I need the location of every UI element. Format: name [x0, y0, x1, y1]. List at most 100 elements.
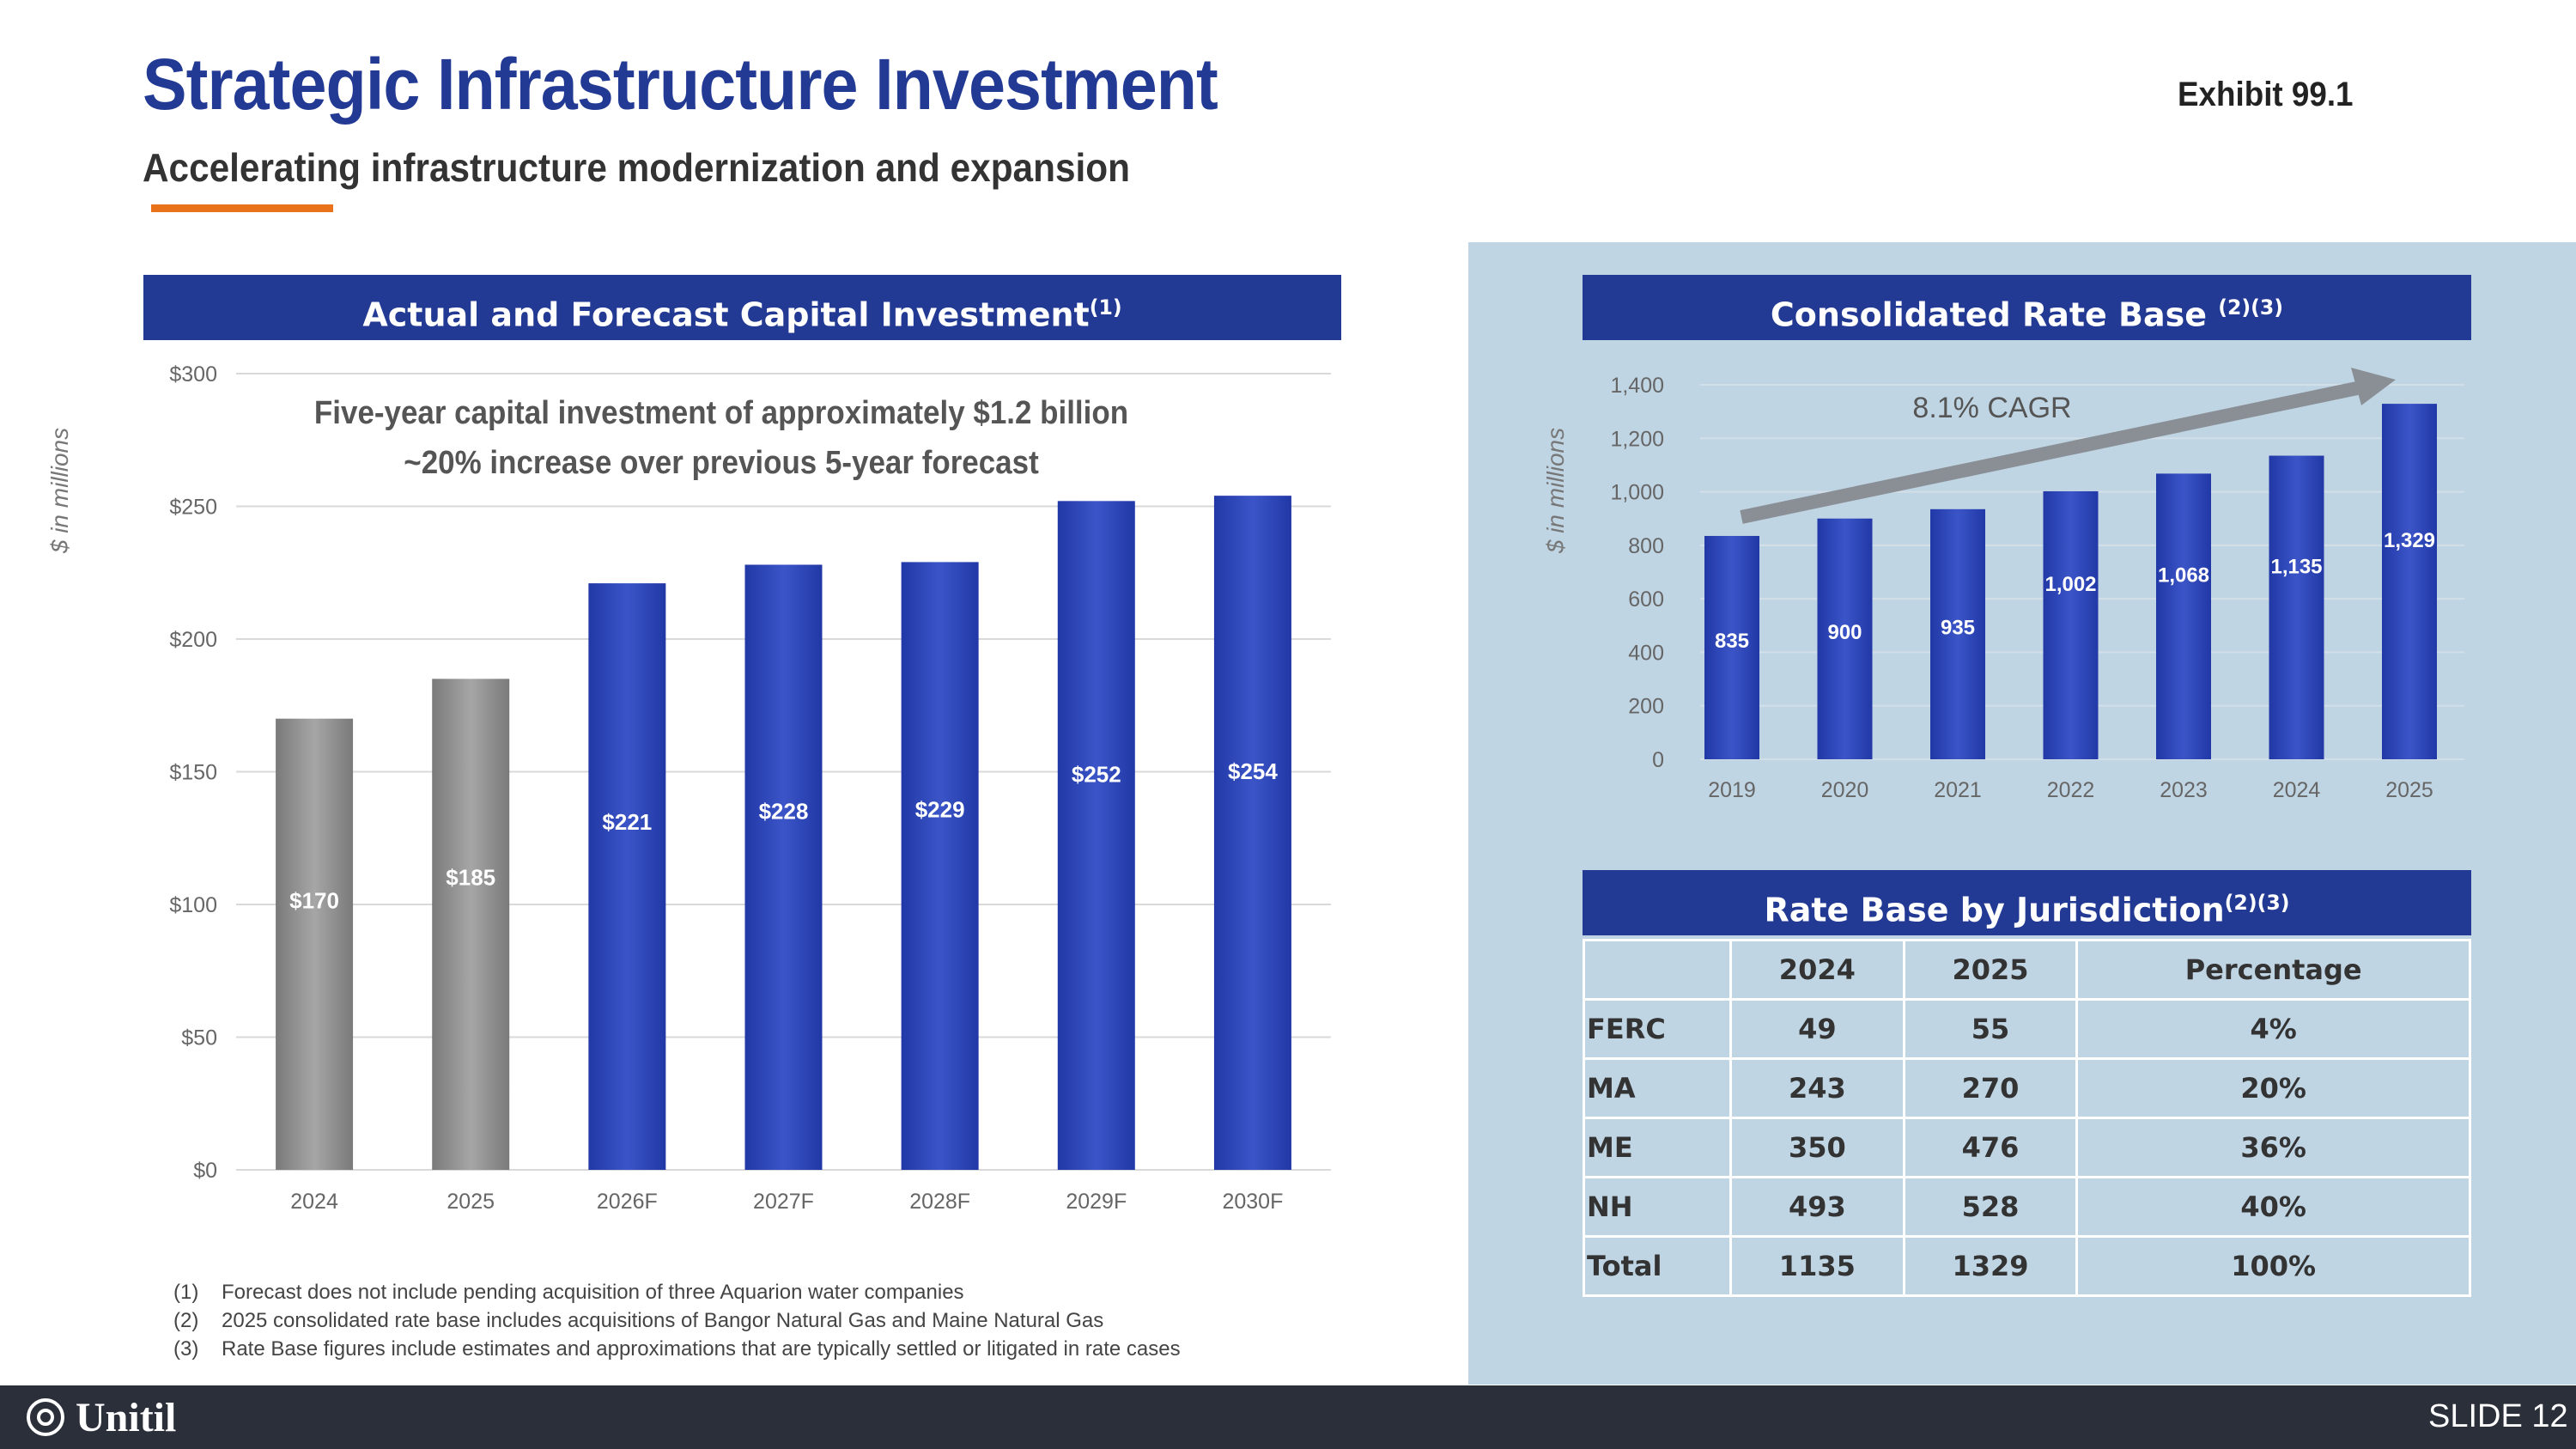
table-header-cell: 2024	[1729, 939, 1905, 1001]
y-tick-label: $50	[181, 1026, 217, 1050]
table-cell: 4%	[2075, 998, 2471, 1060]
y-tick-label: 1,400	[1610, 374, 1664, 398]
company-logo: Unitil	[24, 1391, 176, 1443]
table-cell: NH	[1583, 1176, 1732, 1238]
x-tick-label: 2029F	[1066, 1190, 1127, 1214]
y-tick-label: 0	[1652, 748, 1664, 772]
bar-data-label: $170	[289, 887, 339, 913]
y-tick-label: 1,200	[1610, 427, 1664, 451]
y-tick-label: 400	[1628, 641, 1664, 665]
table-header-cell: 2025	[1902, 939, 2079, 1001]
exhibit-label: Exhibit 99.1	[2178, 76, 2354, 113]
cagr-arrow	[1740, 368, 2396, 524]
bar-data-label: $252	[1072, 761, 1121, 787]
bar-2027F	[744, 564, 823, 1170]
table-cell: MA	[1583, 1057, 1732, 1119]
bar-2024	[2269, 455, 2324, 759]
y-tick-label: $150	[169, 761, 217, 785]
x-tick-label: 2027F	[753, 1190, 814, 1214]
capital-investment-banner: Actual and Forecast Capital Investment(1…	[143, 275, 1341, 340]
capital-investment-chart: $0 $50 $100 $150 $200 $250 $300 $170 2024 $185 202…	[169, 362, 1331, 1214]
bar-data-label: 835	[1715, 630, 1749, 653]
y-tick-label: $250	[169, 496, 217, 520]
x-tick-label: 2022	[2047, 778, 2095, 802]
table-cell: 49	[1729, 998, 1905, 1060]
table-cell: 1329	[1902, 1235, 2079, 1297]
x-tick-label: 2021	[1934, 778, 1982, 802]
table-header-cell: Percentage	[2075, 939, 2471, 1001]
table-row: FERC 49 55 4%	[1583, 998, 2471, 1060]
table-cell: 1135	[1729, 1235, 1905, 1297]
bar-data-label: 1,068	[2158, 564, 2209, 588]
capital-annotation-line-1: Five-year capital investment of approxim…	[313, 395, 1129, 431]
y-tick-label: 800	[1628, 534, 1664, 558]
footnote: (3) Rate Base figures include estimates a…	[173, 1337, 1181, 1361]
table-row: ME 350 476 36%	[1583, 1117, 2471, 1178]
table-header-row: 2024 2025 Percentage	[1583, 939, 2471, 1001]
bar-2019	[1704, 535, 1759, 759]
bar-2030F	[1213, 496, 1291, 1170]
bar-2022	[2043, 490, 2099, 759]
y-tick-label: 1,000	[1610, 481, 1664, 505]
x-tick-label: 2025	[447, 1190, 495, 1214]
table-row: NH 493 528 40%	[1583, 1176, 2471, 1238]
x-tick-label: 2025	[2385, 778, 2433, 802]
bar-2028F	[901, 562, 979, 1170]
x-tick-label: 2026F	[597, 1190, 658, 1214]
bar-2021	[1930, 508, 1985, 759]
x-tick-label: 2024	[2273, 778, 2321, 802]
table-row: Total 1135 1329 100%	[1583, 1235, 2471, 1297]
bar-data-label: 935	[1941, 616, 1975, 639]
x-tick-label: 2023	[2160, 778, 2208, 802]
table-cell: 20%	[2075, 1057, 2471, 1119]
cagr-label: 8.1% CAGR	[1912, 392, 2071, 424]
table-cell: 476	[1902, 1117, 2079, 1178]
table-cell: Total	[1583, 1235, 1732, 1297]
bar-2025	[2382, 404, 2437, 759]
title-accent-line	[151, 204, 333, 212]
table-cell: ME	[1583, 1117, 1732, 1178]
footer-bar	[0, 1385, 2576, 1449]
y-tick-label: 600	[1628, 588, 1664, 612]
rate-base-banner: Consolidated Rate Base (2)(3)	[1583, 275, 2471, 340]
page-title: Strategic Infrastructure Investment	[143, 44, 1218, 125]
bar-2023	[2156, 473, 2211, 759]
footnote: (2) 2025 consolidated rate base includes …	[173, 1309, 1104, 1332]
logo-text: Unitil	[76, 1394, 177, 1440]
x-tick-label: 2030F	[1222, 1190, 1283, 1214]
bar-data-label: 1,329	[2384, 529, 2435, 552]
bar-data-label: $228	[759, 798, 809, 824]
y-tick-label: $300	[169, 362, 217, 387]
table-cell: 100%	[2075, 1235, 2471, 1297]
table-cell: 493	[1729, 1176, 1905, 1238]
bar-data-label: 1,135	[2270, 555, 2322, 578]
bar-2020	[1817, 518, 1873, 759]
x-tick-label: 2028F	[909, 1190, 970, 1214]
bar-data-label: $229	[915, 797, 965, 823]
bar-data-label: 900	[1827, 621, 1862, 644]
capital-annotation-line-2: ~20% increase over previous 5-year forec…	[404, 445, 1039, 481]
unitil-logo-icon	[27, 1398, 64, 1436]
bar-data-label: $254	[1228, 758, 1278, 784]
table-cell: 528	[1902, 1176, 2079, 1238]
page-subtitle: Accelerating infrastructure modernizatio…	[143, 145, 1130, 190]
footnote: (1) Forecast does not include pending acq…	[173, 1281, 964, 1304]
x-tick-label: 2020	[1821, 778, 1869, 802]
x-tick-label: 2019	[1708, 778, 1756, 802]
rate-base-chart: 0 200 400 600 800 1,000 1,200 1,400 835 2019 900 20…	[1610, 368, 2464, 802]
x-tick-label: 2024	[290, 1190, 338, 1214]
bar-2024	[276, 718, 354, 1170]
table-header-cell	[1583, 939, 1732, 1001]
bar-data-label: 1,002	[2044, 573, 2096, 596]
bar-data-label: $185	[446, 864, 495, 890]
table-row: MA 243 270 20%	[1583, 1057, 2471, 1119]
y-tick-label: $100	[169, 893, 217, 917]
table-cell: FERC	[1583, 998, 1732, 1060]
y-tick-label: 200	[1628, 695, 1664, 719]
jurisdiction-banner: Rate Base by Jurisdiction(2)(3)	[1583, 870, 2471, 935]
bar-2029F	[1057, 501, 1135, 1170]
bar-2025	[432, 679, 510, 1170]
table-cell: 36%	[2075, 1117, 2471, 1178]
y-tick-label: $200	[169, 628, 217, 652]
footnotes: (1) Forecast does not include pending acq…	[173, 1278, 1181, 1363]
